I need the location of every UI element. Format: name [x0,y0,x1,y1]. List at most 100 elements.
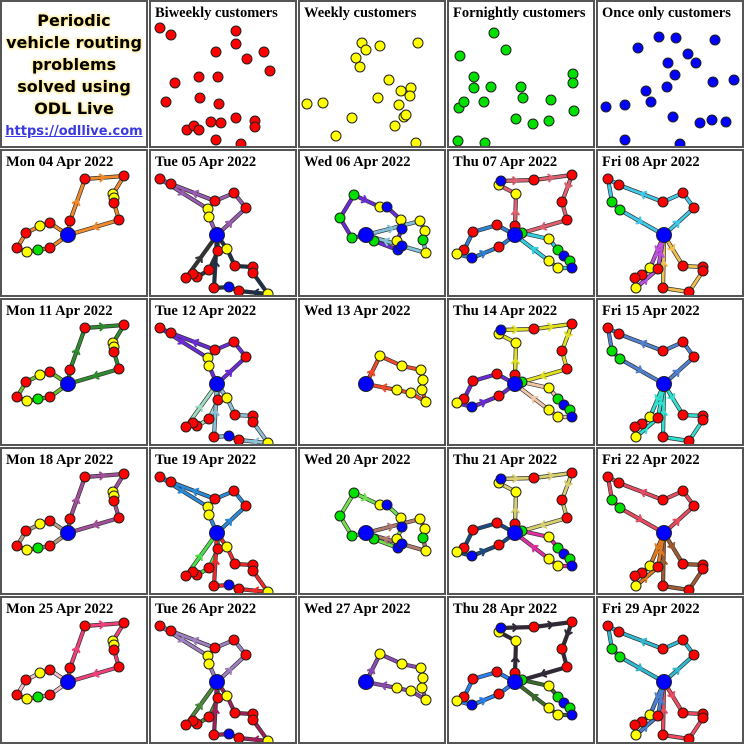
panel-title: Fri 29 Apr 2022 [602,601,700,617]
customer-stop [707,76,719,88]
direction-arrow-icon [511,324,520,335]
odl-live-link[interactable]: https://odllive.com [5,123,143,139]
customer-stop [391,384,403,396]
customer-stop [543,404,555,416]
customer-stop [566,467,578,479]
customer-stop [566,169,578,181]
customer-stop [64,513,76,525]
customer-stop [215,117,227,129]
customer-stop [374,40,386,52]
customer-stop [566,560,578,572]
customer-stop [180,719,192,731]
customer-stop [235,138,247,146]
customer-stop [396,538,408,550]
customer-stop [629,719,641,731]
customer-stop [228,634,240,646]
customer-stop [543,255,555,267]
direction-arrow-icon [225,369,233,377]
customer-stop [467,673,479,685]
day-route-panel: Fri 08 Apr 2022 [596,149,744,297]
direction-arrow-icon [177,634,186,643]
customer-stop [629,570,641,582]
customer-stop [495,622,507,634]
customer-stop [613,179,625,191]
depot-marker [656,525,672,541]
customer-stop [32,393,44,405]
customer-stop [606,345,618,357]
day-route-panel: Thu 21 Apr 2022 [447,447,595,595]
customer-stop [374,648,386,660]
customer-stop [561,363,573,375]
customer-stop [205,116,217,128]
direction-arrow-icon [191,189,200,199]
panel-title: Tue 26 Apr 2022 [155,601,257,617]
customer-stop [451,695,463,707]
direction-arrow-icon [539,668,548,678]
customer-stop [652,412,664,424]
customer-stop [491,368,503,380]
customer-stop [221,243,233,255]
customer-stop [543,531,555,543]
customer-stop [561,661,573,673]
customer-stop [566,616,578,628]
customer-panel: Weekly customers [298,0,446,148]
customer-stop [154,471,166,483]
customer-stop [44,242,56,254]
direction-arrow-icon [360,492,369,502]
customer-stop [221,690,233,702]
customer-stop [180,570,192,582]
panel-canvas [11,468,130,556]
depot-marker [60,376,76,392]
customer-stop [493,539,505,551]
customer-stop [515,81,527,93]
panel-title: Tue 19 Apr 2022 [155,452,257,468]
customer-stop [566,411,578,423]
customer-stop [229,409,241,421]
direction-arrow-icon [672,518,681,526]
customer-stop [652,263,664,275]
customer-stop [396,223,408,235]
customer-stop [528,174,540,186]
customer-stop [348,189,360,201]
customer-stop [229,707,241,719]
direction-arrow-icon [539,370,548,380]
customer-stop [203,658,215,670]
customer-stop [552,560,564,572]
customer-stop [262,735,274,742]
customer-stop [629,421,641,433]
direction-arrow-icon [71,496,81,505]
direction-arrow-icon [639,339,648,349]
direction-arrow-icon [98,322,107,332]
direction-arrow-icon [639,190,648,200]
customer-stop [602,173,614,185]
customer-stop [233,732,245,742]
title-line: problems [31,54,117,74]
direction-arrow-icon [635,216,644,225]
customer-stop [348,487,360,499]
customer-stop [203,211,215,223]
direction-arrow-icon [639,488,648,498]
customer-stop [552,709,564,721]
direction-arrow-icon [539,519,548,529]
direction-arrow-icon [530,395,539,404]
direction-arrow-icon [547,620,555,630]
customer-stop [543,115,555,127]
direction-arrow-icon [225,518,233,526]
customer-stop [478,96,490,108]
direction-arrow-icon [98,620,107,630]
vehicle-route [212,383,270,444]
customer-stop [677,260,689,272]
customer-stop [79,322,91,334]
customer-stop [404,90,416,102]
direction-arrow-icon [479,547,487,557]
customer-stop [165,476,177,488]
customer-stop [552,262,564,274]
direction-arrow-icon [511,622,520,633]
customer-stop [510,635,522,647]
direction-arrow-icon [530,693,539,702]
day-route-panel: Wed 20 Apr 2022 [298,447,446,595]
customer-panel: Once only customers [596,0,744,148]
vehicle-route [212,234,270,295]
direction-arrow-icon [639,637,648,647]
customer-stop [32,542,44,554]
